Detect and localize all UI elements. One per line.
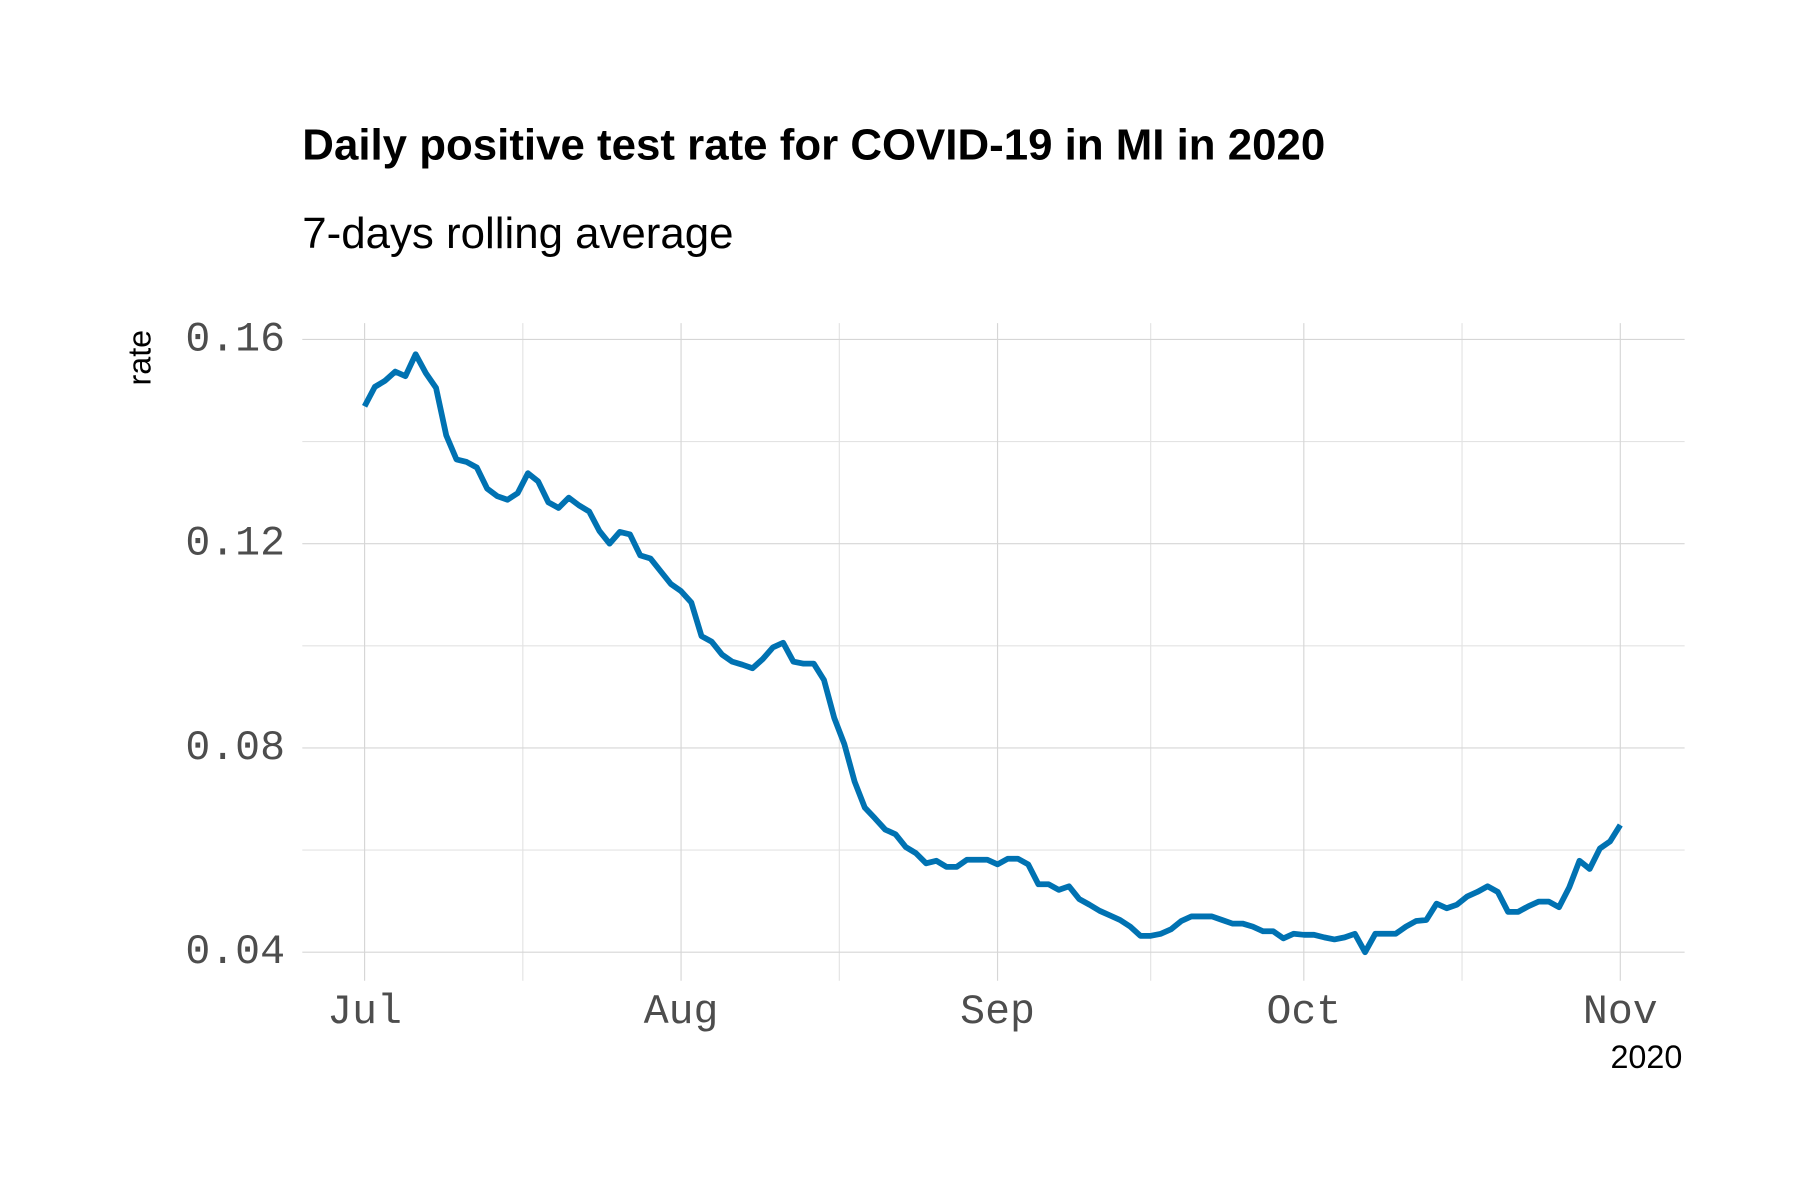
y-tick-label: 0.12 [185,521,285,568]
tick-labels: 0.04 0.08 0.12 0.16 Jul Aug Sep Oct Nov [185,316,1657,1036]
x-tick-label: Oct [1266,989,1341,1036]
y-tick-label: 0.08 [185,725,285,772]
marks [362,351,1623,956]
x-tick-label: Nov [1583,989,1658,1036]
y-tick-label: 0.16 [185,316,285,363]
y-axis-title: rate [121,330,157,386]
x-tick-label: Jul [327,989,402,1036]
chart-subtitle: 7-days rolling average [302,209,733,258]
data-line [362,351,1623,956]
grid [302,323,1685,981]
y-tick-label: 0.04 [185,929,285,976]
x-axis-title: 2020 [1610,1039,1682,1075]
x-tick-label: Sep [960,989,1035,1036]
chart-title: Daily positive test rate for COVID-19 in… [302,120,1325,169]
x-tick-label: Aug [644,989,719,1036]
